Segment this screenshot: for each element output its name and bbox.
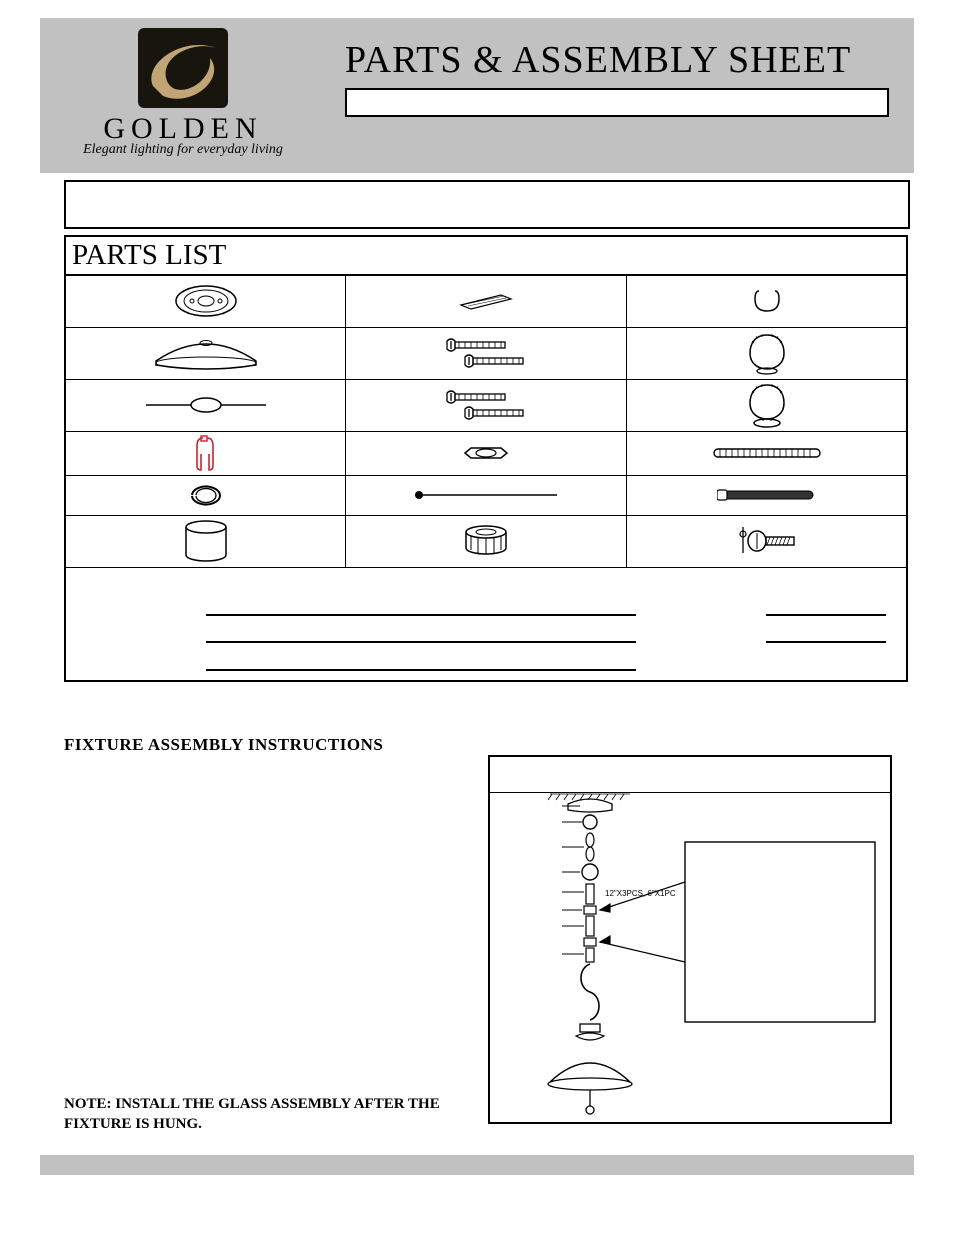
page-title: PARTS & ASSEMBLY SHEET xyxy=(345,38,851,82)
logo-tagline: Elegant lighting for everyday living xyxy=(78,142,288,158)
part-chain-link-icon xyxy=(65,379,346,431)
parts-list-table: PARTS LIST xyxy=(64,235,908,682)
part-scalloped-loop-icon xyxy=(627,327,907,379)
underline xyxy=(766,640,886,643)
blank-info-band xyxy=(64,180,910,229)
table-row xyxy=(65,431,907,475)
table-footer-row xyxy=(65,567,907,681)
part-small-loop-icon xyxy=(627,275,907,327)
part-mounting-bracket-icon xyxy=(65,275,346,327)
underline xyxy=(206,668,636,671)
underline xyxy=(206,640,636,643)
underline xyxy=(206,613,636,616)
part-hex-nut-icon xyxy=(346,431,627,475)
parts-list-heading: PARTS LIST xyxy=(65,236,907,275)
part-scalloped-loop-base-icon xyxy=(627,379,907,431)
golden-logo: GOLDEN Elegant lighting for everyday liv… xyxy=(78,28,288,163)
part-threaded-rod-icon xyxy=(627,431,907,475)
instructions-heading: FIXTURE ASSEMBLY INSTRUCTIONS xyxy=(64,735,383,755)
table-row xyxy=(65,515,907,567)
part-hook-red-icon xyxy=(65,431,346,475)
install-note: NOTE: INSTALL THE GLASS ASSEMBLY AFTER T… xyxy=(64,1095,464,1134)
table-row xyxy=(65,327,907,379)
footer-band xyxy=(40,1155,914,1175)
part-slot-plate-icon xyxy=(346,275,627,327)
title-underline-box xyxy=(345,88,889,117)
part-lock-washer-icon xyxy=(65,475,346,515)
part-machine-screws-icon xyxy=(346,379,627,431)
part-machine-screws-icon xyxy=(346,327,627,379)
table-row xyxy=(65,379,907,431)
part-ground-wire-icon xyxy=(346,475,627,515)
page: GOLDEN Elegant lighting for everyday liv… xyxy=(0,0,954,1235)
underline xyxy=(766,613,886,616)
part-cylinder-coupling-icon xyxy=(65,515,346,567)
table-row xyxy=(65,275,907,327)
part-pan-head-screw-icon xyxy=(627,515,907,567)
logo-mark xyxy=(138,28,228,108)
part-canopy-icon xyxy=(65,327,346,379)
diagram-header-band xyxy=(490,757,890,793)
assembly-diagram: 12"X3PCS, 6"X1PC xyxy=(488,755,892,1124)
part-knurled-nut-icon xyxy=(346,515,627,567)
part-threaded-tube-icon xyxy=(627,475,907,515)
logo-brand-text: GOLDEN xyxy=(78,112,288,146)
table-row xyxy=(65,475,907,515)
